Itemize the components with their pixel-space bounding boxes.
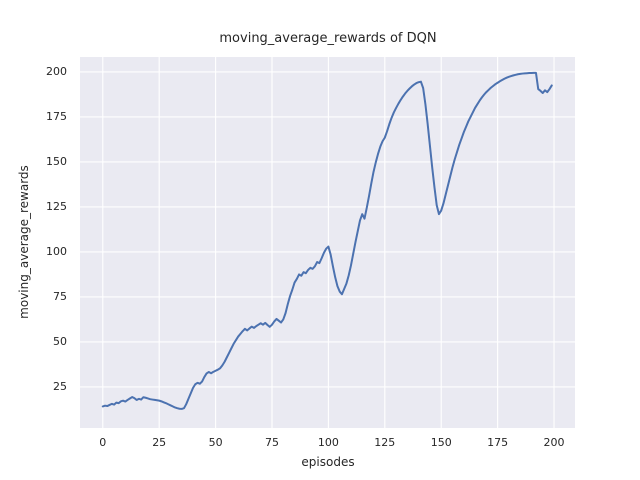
x-tick-label: 75	[264, 436, 279, 449]
x-tick-label: 125	[374, 436, 396, 449]
x-tick-label: 0	[99, 436, 107, 449]
chart-title: moving_average_rewards of DQN	[219, 31, 437, 46]
y-tick-label: 150	[46, 154, 67, 168]
x-tick-label: 200	[543, 436, 565, 449]
x-tick-label: 25	[152, 436, 167, 449]
x-tick-label: 150	[430, 436, 452, 449]
x-tick-label: 50	[208, 436, 223, 449]
x-tick-label: 100	[317, 436, 339, 449]
x-axis-label: episodes	[301, 455, 355, 469]
y-tick-label: 50	[53, 334, 67, 348]
y-tick-label: 25	[53, 379, 67, 393]
y-tick-label: 175	[46, 109, 67, 123]
x-tick-label: 175	[487, 436, 509, 449]
series-line	[101, 71, 553, 410]
y-tick-label: 100	[46, 244, 67, 258]
y-tick-label: 200	[46, 64, 67, 78]
y-tick-label: 125	[46, 199, 67, 213]
axes-background	[80, 57, 575, 428]
y-tick-label: 75	[53, 289, 67, 303]
